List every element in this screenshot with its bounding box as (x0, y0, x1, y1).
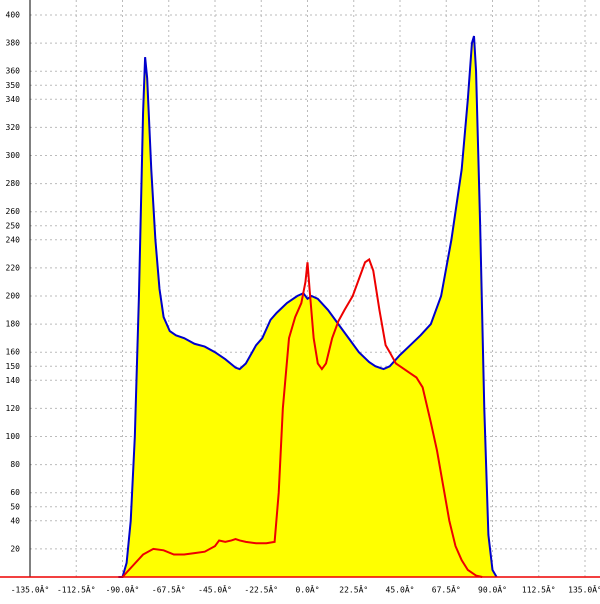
y-tick-label: 50 (10, 502, 20, 511)
y-tick-label: 120 (6, 404, 21, 413)
y-tick-label: 280 (6, 179, 21, 188)
y-tick-label: 300 (6, 151, 21, 160)
y-tick-label: 240 (6, 235, 21, 244)
y-tick-label: 140 (6, 376, 21, 385)
x-tick-label: -22.5Â° (244, 584, 278, 595)
line (121, 257, 483, 578)
y-tick-label: 200 (6, 292, 21, 301)
y-tick-label: 320 (6, 123, 21, 132)
y-tick-label: 60 (10, 488, 20, 497)
y-tick-label: 160 (6, 348, 21, 357)
x-tick-label: 90.0Â° (478, 584, 507, 595)
y-tick-label: 150 (6, 362, 21, 371)
y-tick-label: 350 (6, 81, 21, 90)
y-tick-label: 20 (10, 544, 20, 553)
y-tick-label: 100 (6, 432, 21, 441)
y-tick-label: 340 (6, 95, 21, 104)
x-tick-label: -67.5Â° (152, 584, 186, 595)
area (118, 36, 497, 577)
x-tick-label: 135.0Â° (568, 584, 600, 595)
y-tick-label: 250 (6, 221, 21, 230)
y-tick-label: 380 (6, 39, 21, 48)
line (118, 35, 498, 578)
x-tick-label: -90.0Â° (106, 584, 140, 595)
x-tick-label: 0.0Â° (295, 584, 319, 595)
y-tick-label: 360 (6, 67, 21, 76)
x-tick-label: -112.5Â° (57, 584, 96, 595)
x-tick-label: 112.5Â° (522, 584, 556, 595)
x-tick-label: 45.0Â° (386, 584, 415, 595)
y-tick-label: 180 (6, 320, 21, 329)
y-tick-label: 260 (6, 207, 21, 216)
x-tick-label: 67.5Â° (432, 584, 461, 595)
y-tick-label: 80 (10, 460, 20, 469)
x-tick-label: 22.5Â° (339, 584, 368, 595)
x-tick-label: -135.0Â° (11, 584, 50, 595)
y-tick-label: 400 (6, 11, 21, 20)
y-tick-label: 40 (10, 516, 20, 525)
x-tick-label: -45.0Â° (198, 584, 232, 595)
y-tick-label: 220 (6, 263, 21, 272)
